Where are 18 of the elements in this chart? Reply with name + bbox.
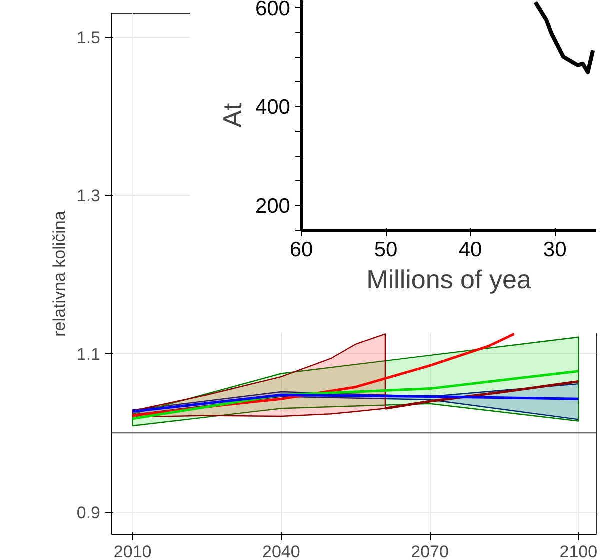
y-axis-title: At — [217, 102, 248, 128]
x-tick-label: 60 — [290, 238, 314, 262]
y-tick-label: 200 — [255, 195, 291, 218]
x-tick-label: 2100 — [560, 542, 598, 560]
y-tick-label: 600 — [255, 0, 291, 20]
y-tick-label: 1.1 — [76, 344, 101, 364]
y-tick-label: 1.5 — [76, 28, 101, 48]
y-tick-label: 400 — [255, 96, 291, 120]
x-tick-label: 2070 — [411, 542, 449, 560]
x-tick-label: 2010 — [114, 542, 152, 560]
y-tick-label: 0.9 — [76, 503, 101, 522]
x-tick-label: 2040 — [262, 542, 300, 560]
y-axis-title: relativna količina — [50, 210, 69, 337]
x-tick-label: 50 — [374, 238, 398, 262]
x-tick-label: 40 — [458, 238, 482, 262]
x-tick-label: 30 — [543, 238, 567, 262]
x-axis-title: Millions of yea — [366, 264, 532, 294]
y-tick-label: 1.3 — [76, 186, 101, 206]
